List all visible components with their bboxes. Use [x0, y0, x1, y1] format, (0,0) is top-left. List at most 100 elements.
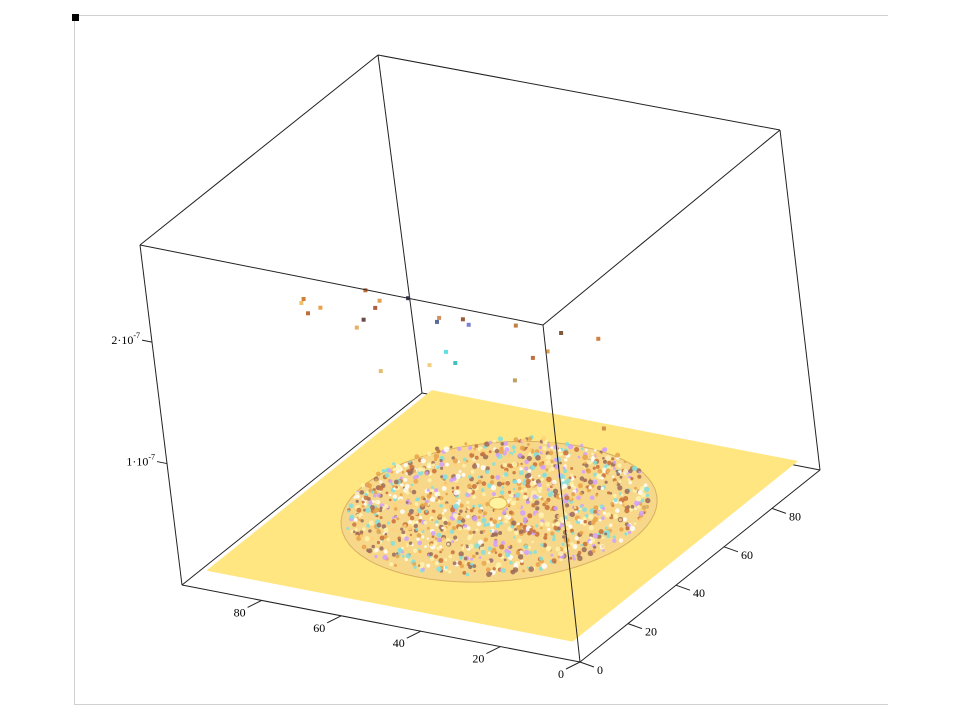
disk-speckle — [352, 530, 356, 534]
disk-speckle — [527, 513, 533, 519]
disk-speckle — [409, 509, 415, 514]
disk-speckle — [480, 500, 486, 506]
disk-speckle — [531, 478, 535, 482]
data-point — [354, 325, 359, 330]
disk-speckle — [498, 550, 502, 554]
disk-speckle — [463, 524, 468, 528]
disk-speckle — [512, 471, 516, 475]
disk-speckle — [516, 478, 522, 484]
disk-speckle — [611, 475, 615, 478]
data-point — [559, 331, 564, 335]
disk-speckle — [520, 510, 526, 516]
disk-speckle — [576, 540, 580, 545]
disk-speckle — [458, 512, 461, 516]
disk-speckle — [582, 516, 587, 521]
disk-speckle — [489, 529, 493, 533]
disk-speckle — [466, 514, 470, 519]
disk-speckle — [505, 480, 511, 486]
disk-speckle — [361, 544, 367, 550]
disk-speckle — [563, 450, 569, 456]
disk-speckle — [511, 520, 517, 526]
disk-speckle — [505, 507, 509, 511]
disk-speckle — [420, 503, 425, 507]
disk-speckle — [545, 468, 549, 472]
disk-speckle — [476, 482, 479, 485]
disk-speckle — [440, 475, 443, 478]
disk-speckle — [521, 455, 525, 460]
disk-speckle — [464, 442, 468, 446]
disk-speckle — [589, 536, 592, 539]
data-point — [306, 311, 310, 316]
disk-speckle — [384, 504, 389, 509]
disk-speckle — [481, 560, 487, 566]
disk-speckle — [544, 533, 548, 537]
disk-speckle — [513, 536, 516, 539]
disk-speckle — [472, 504, 476, 508]
disk-speckle — [551, 479, 557, 485]
disk-speckle — [552, 520, 556, 524]
resize-handle[interactable] — [72, 14, 79, 21]
x-tick — [486, 646, 501, 655]
disk-speckle — [547, 492, 553, 498]
disk-speckle — [487, 531, 492, 537]
disk-speckle — [374, 554, 378, 559]
disk-speckle — [602, 459, 608, 464]
disk-speckle — [538, 512, 545, 518]
disk-speckle — [581, 469, 586, 474]
disk-speckle — [482, 511, 488, 516]
disk-speckle — [451, 526, 457, 531]
disk-speckle — [353, 496, 357, 499]
disk-speckle — [609, 507, 614, 512]
disk-speckle — [472, 507, 475, 510]
disk-speckle — [383, 549, 388, 554]
disk-speckle — [550, 466, 554, 470]
disk-speckle — [637, 501, 641, 505]
z-tick — [156, 461, 168, 465]
disk-speckle — [431, 468, 437, 474]
disk-speckle — [632, 465, 638, 472]
x-tick-label: 0 — [558, 667, 564, 681]
disk-speckle — [420, 528, 424, 532]
disk-speckle — [415, 528, 419, 531]
disk-speckle — [565, 478, 571, 484]
disk-speckle — [409, 533, 413, 537]
disk-speckle — [412, 475, 417, 480]
disk-speckle — [511, 543, 517, 548]
disk-speckle — [371, 490, 375, 494]
disk-speckle — [633, 522, 637, 526]
disk-speckle — [563, 469, 568, 474]
disk-speckle — [612, 523, 617, 528]
disk-speckle — [482, 514, 485, 518]
disk-speckle — [637, 490, 643, 495]
disk-speckle — [528, 451, 532, 455]
disk-speckle — [424, 545, 427, 548]
box-edge-back-vertical — [377, 54, 423, 394]
disk-speckle — [460, 522, 464, 526]
disk-speckle — [587, 550, 594, 557]
disk-speckle — [497, 436, 503, 442]
disk-speckle — [610, 501, 615, 506]
disk-speckle — [542, 543, 548, 548]
disk-speckle — [376, 471, 381, 476]
disk-speckle — [577, 455, 581, 459]
disk-speckle — [604, 480, 608, 484]
disk-speckle — [417, 467, 423, 472]
disk-speckle — [597, 468, 603, 474]
disk-speckle — [528, 566, 534, 572]
disk-speckle — [408, 541, 413, 545]
disk-speckle — [354, 528, 358, 532]
disk-speckle — [457, 560, 462, 566]
disk-speckle — [403, 463, 408, 468]
disk-speckle — [367, 548, 373, 554]
disk-speckle — [452, 561, 457, 566]
disk-speckle — [409, 515, 415, 521]
disk-speckle — [469, 452, 475, 458]
disk-speckle — [426, 488, 430, 492]
x-tick-label: 20 — [472, 652, 484, 666]
disk-speckle — [633, 486, 638, 490]
disk-speckle — [503, 558, 507, 562]
disk-speckle — [563, 512, 568, 516]
disk-speckle — [559, 558, 563, 562]
disk-speckle — [618, 480, 622, 484]
axes: 80 60 40 20 0 0 20 40 60 80 1·10-7 2·10-7 — [111, 331, 801, 681]
